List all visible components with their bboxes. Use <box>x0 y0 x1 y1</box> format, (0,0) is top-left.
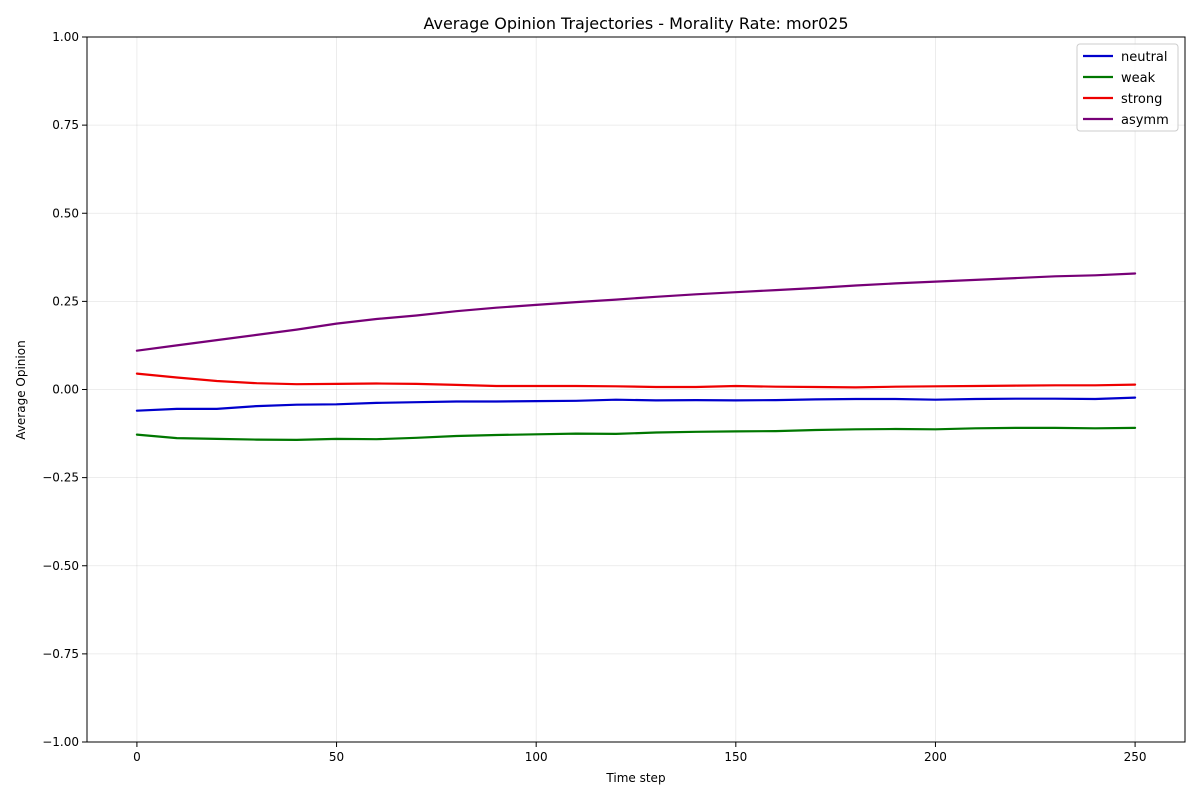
y-tick-label: 0.50 <box>52 206 79 220</box>
x-tick-label: 150 <box>724 750 747 764</box>
legend-label-weak: weak <box>1121 71 1156 86</box>
y-tick-label: −0.50 <box>42 559 79 573</box>
x-tick-label: 250 <box>1124 750 1147 764</box>
plot-area <box>87 37 1185 742</box>
x-tick-label: 200 <box>924 750 947 764</box>
legend-label-strong: strong <box>1121 92 1162 107</box>
legend-box <box>1076 43 1179 132</box>
x-axis: 0 50 100 150 200 250 <box>133 742 1147 764</box>
series-line-asymm <box>135 272 1137 352</box>
legend: neutral weak strong asymm <box>1076 43 1179 132</box>
y-axis-label: Average Opinion <box>14 340 28 439</box>
y-axis: −1.00 −0.75 −0.50 −0.25 0.00 0.25 0.50 0.75 1.00 <box>42 30 87 749</box>
y-tick-label: 0.25 <box>52 294 79 308</box>
y-tick-label: 1.00 <box>52 30 79 44</box>
series-line-neutral <box>135 396 1137 412</box>
series-line-strong <box>135 372 1137 389</box>
y-tick-label: −0.75 <box>42 647 79 661</box>
x-axis-label: Time step <box>605 771 665 785</box>
series-layer <box>135 272 1137 441</box>
chart-title: Average Opinion Trajectories - Morality … <box>423 14 848 33</box>
x-tick-label: 0 <box>133 750 141 764</box>
y-tick-label: −1.00 <box>42 735 79 749</box>
y-tick-label: 0.75 <box>52 118 79 132</box>
y-tick-label: 0.00 <box>52 383 79 397</box>
y-tick-label: −0.25 <box>42 471 79 485</box>
legend-label-asymm: asymm <box>1121 113 1169 128</box>
x-tick-label: 50 <box>329 750 344 764</box>
series-line-weak <box>135 426 1137 441</box>
x-tick-label: 100 <box>525 750 548 764</box>
legend-label-neutral: neutral <box>1121 50 1168 65</box>
